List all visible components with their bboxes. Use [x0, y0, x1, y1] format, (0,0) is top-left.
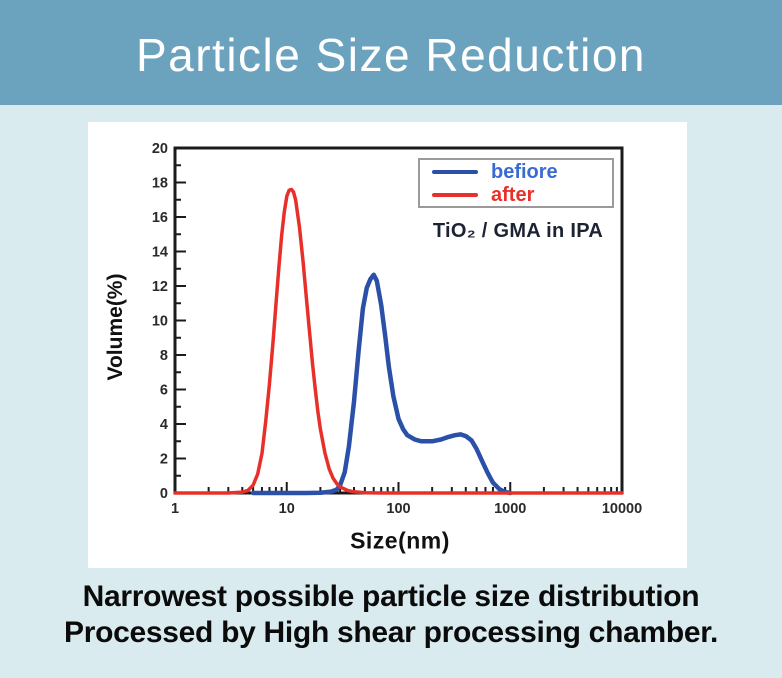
svg-text:2: 2: [160, 452, 168, 468]
legend-item-after: after: [432, 185, 612, 205]
svg-text:10: 10: [279, 501, 295, 517]
svg-text:18: 18: [152, 176, 168, 192]
svg-text:16: 16: [152, 210, 168, 226]
svg-text:8: 8: [160, 348, 168, 364]
legend-item-before: befiore: [432, 162, 612, 182]
svg-text:14: 14: [152, 245, 168, 261]
caption: Narrowest possible particle size distrib…: [0, 579, 782, 651]
svg-text:100: 100: [386, 501, 410, 517]
chart-legend: befiore after: [418, 158, 614, 208]
after-line-swatch: [432, 192, 478, 197]
particle-size-distribution-chart: 1 10 100 1000 10000 0 2 4 6 8 10 12 14 16 18 20: [152, 141, 642, 517]
svg-text:10: 10: [152, 314, 168, 330]
svg-text:4: 4: [160, 417, 168, 433]
svg-text:0: 0: [160, 486, 168, 502]
y-axis-title: Volume(%): [104, 273, 127, 381]
svg-text:20: 20: [152, 141, 168, 157]
svg-text:10000: 10000: [602, 501, 642, 517]
svg-text:12: 12: [152, 279, 168, 295]
svg-text:1000: 1000: [494, 501, 526, 517]
title-banner: Particle Size Reduction: [0, 0, 782, 105]
chart-panel: 1 10 100 1000 10000 0 2 4 6 8 10 12 14 16 18 20 Volume(…: [88, 122, 687, 568]
svg-text:6: 6: [160, 383, 168, 399]
before-line-swatch: [432, 169, 478, 174]
legend-label-before: befiore: [491, 160, 558, 183]
sample-annotation: TiO₂ / GMA in IPA: [432, 220, 604, 242]
x-axis-title: Size(nm): [350, 527, 450, 554]
svg-text:1: 1: [171, 501, 179, 517]
caption-line-2: Processed by High shear processing chamb…: [63, 616, 719, 649]
legend-label-after: after: [491, 183, 535, 206]
caption-line-1: Narrowest possible particle size distrib…: [82, 580, 700, 613]
page-title: Particle Size Reduction: [135, 28, 647, 81]
